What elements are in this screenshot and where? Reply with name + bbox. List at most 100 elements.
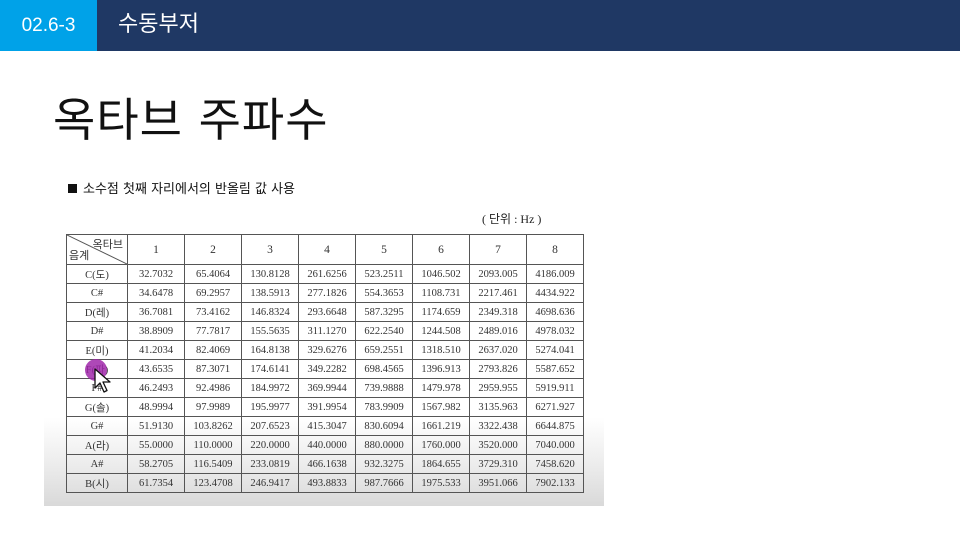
frequency-cell: 174.6141 [241,359,299,379]
frequency-cell: 830.6094 [355,416,413,436]
frequency-cell: 6644.875 [526,416,584,436]
note-name-cell: A(라) [66,435,128,455]
frequency-cell: 3951.066 [469,473,527,493]
usage-note-text: 소수점 첫째 자리에서의 반올림 값 사용 [83,182,296,197]
frequency-cell: 5274.041 [526,340,584,360]
frequency-cell: 391.9954 [298,397,356,417]
unit-label: ( 단위 : Hz ) [482,212,542,226]
note-name-cell: E(미) [66,340,128,360]
frequency-cell: 349.2282 [298,359,356,379]
frequency-cell: 73.4162 [184,302,242,322]
frequency-cell: 1108.731 [412,283,470,303]
corner-label-scale: 음계 [69,250,90,262]
frequency-cell: 1046.502 [412,264,470,284]
frequency-cell: 329.6276 [298,340,356,360]
frequency-cell: 369.9944 [298,378,356,398]
frequency-cell: 48.9994 [127,397,185,417]
frequency-cell: 1760.000 [412,435,470,455]
frequency-cell: 277.1826 [298,283,356,303]
frequency-cell: 3729.310 [469,454,527,474]
frequency-cell: 7458.620 [526,454,584,474]
note-name-cell: B(시) [66,473,128,493]
frequency-cell: 1396.913 [412,359,470,379]
frequency-cell: 1244.508 [412,321,470,341]
frequency-cell: 2793.826 [469,359,527,379]
frequency-cell: 195.9977 [241,397,299,417]
frequency-cell: 43.6535 [127,359,185,379]
frequency-cell: 698.4565 [355,359,413,379]
frequency-cell: 293.6648 [298,302,356,322]
frequency-cell: 58.2705 [127,454,185,474]
table-row: B(시) 61.7354 123.4708 246.9417 493.8833 987.7… [66,473,584,493]
section-title: 수동부저 [118,12,199,37]
frequency-cell: 2489.016 [469,321,527,341]
octave-header-8: 8 [526,234,584,265]
frequency-cell: 880.0000 [355,435,413,455]
usage-note: 소수점 첫째 자리에서의 반올림 값 사용 [68,178,295,197]
octave-header-4: 4 [298,234,356,265]
frequency-cell: 7902.133 [526,473,584,493]
table-row: F(파)43.653587.3071174.6141349.2282698.45… [66,359,584,379]
frequency-cell: 783.9909 [355,397,413,417]
frequency-cell: 36.7081 [127,302,185,322]
note-name-cell: D(레) [66,302,128,322]
frequency-table-image: 소수점 첫째 자리에서의 반올림 값 사용 ( 단위 : Hz ) 옥타브 음계… [44,166,604,506]
frequency-cell: 51.9130 [127,416,185,436]
frequency-cell: 4434.922 [526,283,584,303]
frequency-cell: 184.9972 [241,378,299,398]
slide-title: 옥타브 주파수 [53,93,329,147]
frequency-cell: 4186.009 [526,264,584,284]
frequency-cell: 440.0000 [298,435,356,455]
note-name-cell: D# [66,321,128,341]
frequency-cell: 5919.911 [526,378,584,398]
frequency-cell: 493.8833 [298,473,356,493]
frequency-cell: 932.3275 [355,454,413,474]
frequency-cell: 110.0000 [184,435,242,455]
frequency-cell: 61.7354 [127,473,185,493]
octave-header-6: 6 [412,234,470,265]
table-row: E(미) 41.2034 82.4069 164.8138 329.6276 659.25… [66,340,584,360]
section-number-badge: 02.6-3 [0,0,97,51]
frequency-cell: 65.4064 [184,264,242,284]
frequency-cell: 1567.982 [412,397,470,417]
frequency-cell: 3322.438 [469,416,527,436]
frequency-cell: 2349.318 [469,302,527,322]
frequency-cell: 4698.636 [526,302,584,322]
octave-header-1: 1 [127,234,185,265]
note-name-cell: C(도) [66,264,128,284]
frequency-cell: 246.9417 [241,473,299,493]
frequency-cell: 130.8128 [241,264,299,284]
frequency-cell: 82.4069 [184,340,242,360]
octave-header-3: 3 [241,234,299,265]
table-row: C# 34.6478 69.2957 138.5913 277.1826 554.3653… [66,283,584,303]
frequency-cell: 92.4986 [184,378,242,398]
frequency-cell: 2093.005 [469,264,527,284]
frequency-cell: 3135.963 [469,397,527,417]
table-row: A# 58.2705 116.5409 233.0819 466.1638 932.327… [66,454,584,474]
table-row: G# 51.9130 103.8262 207.6523 415.3047 830.609… [66,416,584,436]
frequency-cell: 5587.652 [526,359,584,379]
frequency-cell: 207.6523 [241,416,299,436]
table-row: A(라) 55.0000 110.0000 220.0000 440.0000 880.0… [66,435,584,455]
frequency-cell: 46.2493 [127,378,185,398]
frequency-cell: 4978.032 [526,321,584,341]
frequency-cell: 1479.978 [412,378,470,398]
frequency-cell: 3520.000 [469,435,527,455]
table-row: G(솔) 48.9994 97.9989 195.9977 391.9954 783.99… [66,397,584,417]
octave-header-2: 2 [184,234,242,265]
frequency-cell: 164.8138 [241,340,299,360]
frequency-cell: 32.7032 [127,264,185,284]
frequency-cell: 554.3653 [355,283,413,303]
frequency-cell: 987.7666 [355,473,413,493]
bullet-square-icon [68,184,77,193]
corner-label-octave: 옥타브 [92,239,123,251]
frequency-cell: 69.2957 [184,283,242,303]
frequency-cell: 739.9888 [355,378,413,398]
frequency-cell: 146.8324 [241,302,299,322]
frequency-cell: 659.2551 [355,340,413,360]
frequency-cell: 55.0000 [127,435,185,455]
octave-header-7: 7 [469,234,527,265]
frequency-cell: 2637.020 [469,340,527,360]
frequency-cell: 155.5635 [241,321,299,341]
